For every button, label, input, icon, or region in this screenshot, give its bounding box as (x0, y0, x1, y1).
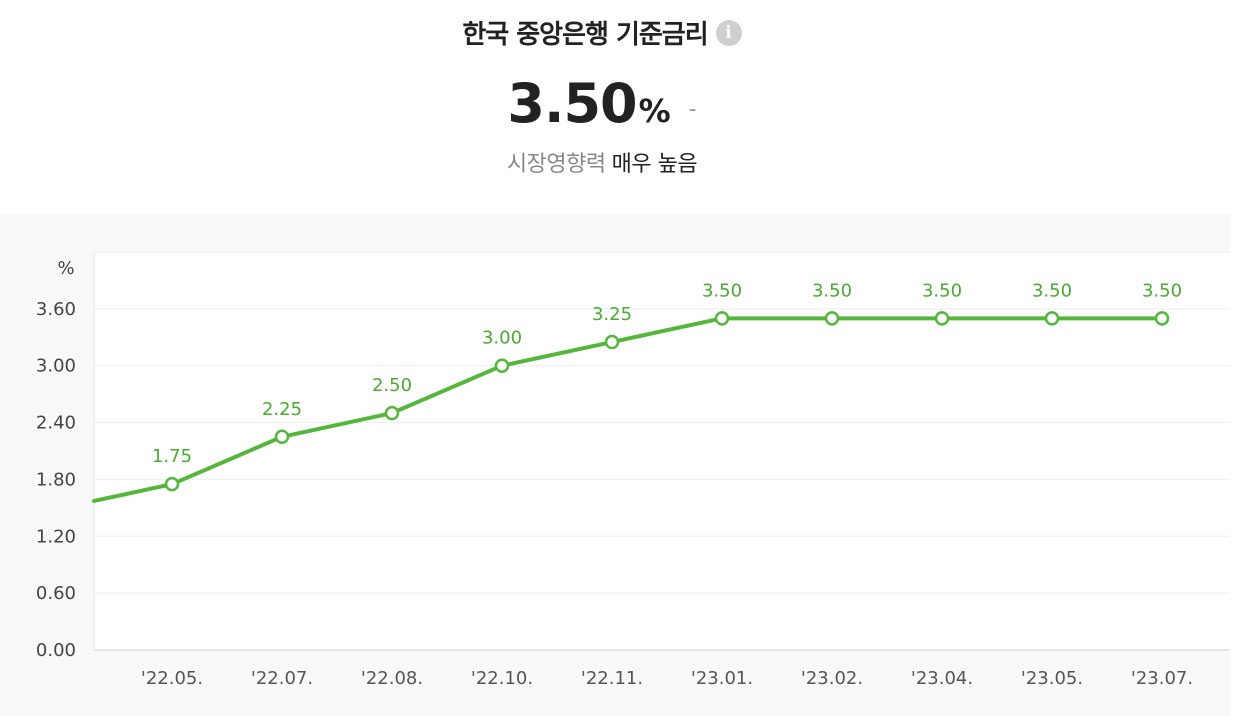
x-tick-label: '22.05. (141, 668, 203, 689)
y-axis-unit: % (57, 258, 74, 279)
data-point[interactable] (274, 429, 290, 445)
data-point[interactable] (934, 311, 950, 326)
data-labels: 1.75 2.25 2.50 3.00 3.25 3.50 3.50 3.50 3.50 3.50 (152, 280, 1182, 467)
data-label: 3.50 (1032, 280, 1072, 301)
impact-value: 매우 높음 (611, 152, 698, 177)
rate-header: 한국 중앙은행 기준금리 i 3.50% - 시장영향력 매우 높음 (0, 0, 1256, 214)
data-point[interactable] (824, 311, 840, 326)
axes: 0.00 0.60 1.20 1.80 2.40 3.00 3.60% '22.05. '22.… (36, 252, 1193, 689)
rate-value: 3.50 (507, 72, 637, 135)
data-point[interactable] (494, 358, 510, 373)
y-tick-label: 3.00 (36, 356, 76, 377)
data-points (164, 311, 1170, 492)
data-point[interactable] (1154, 311, 1170, 326)
data-label: 3.50 (812, 280, 852, 301)
chart-panel: 0.00 0.60 1.20 1.80 2.40 3.00 3.60% '22.05. '22.… (0, 214, 1230, 716)
y-tick-label: 1.80 (36, 469, 76, 490)
market-impact: 시장영향력 매우 높음 (0, 146, 1204, 178)
line-chart: 0.00 0.60 1.20 1.80 2.40 3.00 3.60% '22.05. '22.… (36, 251, 1230, 689)
y-tick-label: 2.40 (36, 413, 76, 434)
data-label: 2.50 (372, 375, 412, 396)
x-tick-label: '23.05. (1021, 668, 1083, 689)
x-tick-label: '23.04. (911, 668, 973, 689)
data-point[interactable] (164, 476, 180, 492)
impact-label: 시장영향력 (506, 152, 606, 177)
grid-lines (94, 251, 1230, 651)
x-tick-label: '23.07. (1131, 668, 1193, 689)
y-tick-label: 0.60 (36, 583, 76, 604)
data-label: 3.00 (482, 328, 522, 349)
rate-value-row: 3.50% - (0, 72, 1204, 135)
data-label: 1.75 (152, 446, 192, 467)
x-tick-label: '22.10. (471, 668, 533, 689)
data-point[interactable] (1044, 311, 1060, 326)
data-point[interactable] (714, 311, 730, 326)
data-label: 2.25 (262, 399, 302, 420)
x-tick-label: '22.07. (251, 668, 313, 689)
page-title: 한국 중앙은행 기준금리 (462, 20, 708, 50)
data-label: 3.50 (702, 280, 742, 301)
data-label: 3.50 (922, 280, 962, 301)
x-tick-label: '23.02. (801, 668, 863, 689)
x-tick-label: '22.08. (361, 668, 423, 689)
data-label: 3.25 (592, 304, 632, 325)
data-label: 3.50 (1142, 280, 1182, 301)
y-tick-label: 1.20 (36, 526, 76, 547)
y-tick-label: 0.00 (36, 640, 76, 661)
data-point[interactable] (604, 334, 620, 350)
rate-unit: % (638, 92, 671, 130)
info-icon[interactable]: i (715, 19, 742, 46)
rate-change: - (688, 97, 697, 122)
title-row: 한국 중앙은행 기준금리 i (0, 14, 1204, 51)
x-tick-label: '22.11. (581, 668, 643, 689)
x-tick-label: '23.01. (691, 668, 753, 689)
data-point[interactable] (384, 405, 400, 421)
y-tick-label: 3.60 (36, 299, 76, 320)
plot-area (94, 252, 1230, 650)
